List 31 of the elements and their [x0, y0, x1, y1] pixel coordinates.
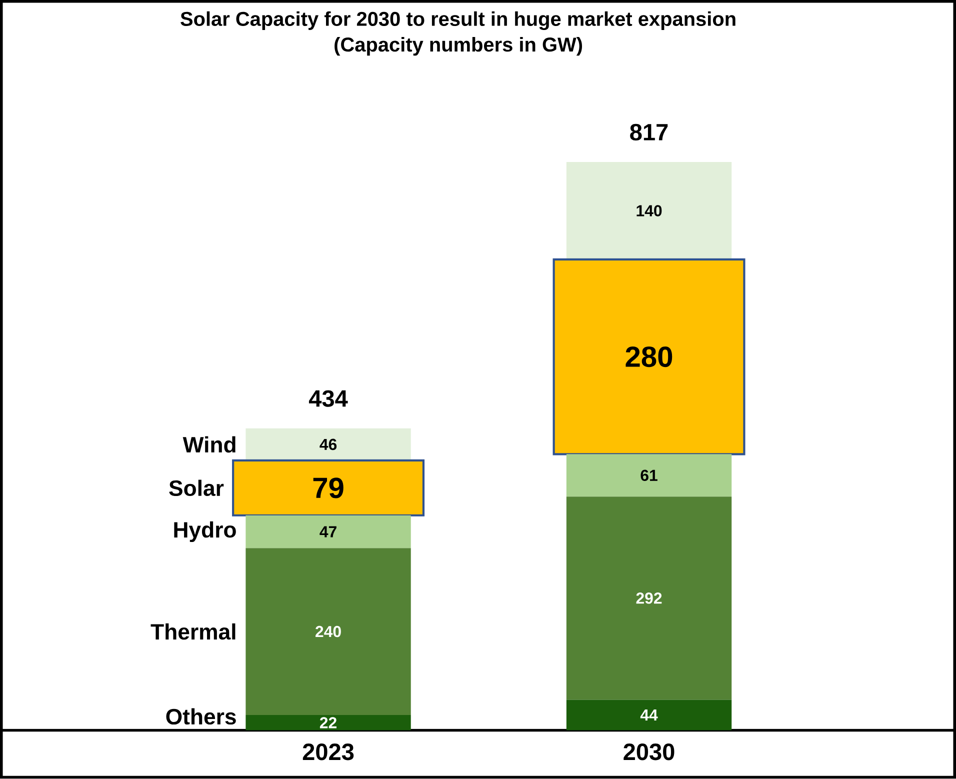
total-label: 434	[308, 390, 348, 408]
bar	[232, 460, 425, 517]
data-label: 47	[320, 526, 336, 538]
bar	[246, 548, 411, 716]
data-label: 46	[320, 438, 337, 450]
bar	[566, 454, 732, 497]
series-label: Wind	[182, 436, 236, 453]
data-label: 280	[626, 346, 672, 368]
chart-title: Solar Capacity for 2030 to result in huge market expansion	[180, 12, 736, 30]
bar	[246, 516, 411, 548]
chart-subtitle: (Capacity numbers in GW)	[334, 37, 582, 56]
x-tick-label: 2030	[624, 744, 674, 760]
series-label: Thermal	[150, 624, 236, 640]
total-label: 817	[630, 124, 668, 141]
series-label: Hydro	[174, 522, 236, 542]
bar	[246, 715, 411, 730]
data-label: 44	[640, 710, 658, 721]
data-label: 79	[313, 478, 344, 498]
data-label: 22	[320, 717, 336, 728]
bar	[552, 258, 746, 456]
data-label: 140	[636, 205, 662, 217]
data-label: 61	[640, 470, 658, 482]
series-label: Others	[166, 708, 236, 725]
data-label: 240	[316, 626, 341, 638]
bar	[566, 162, 732, 260]
x-tick-label: 2023	[302, 744, 354, 760]
series-label: Solar	[169, 480, 224, 496]
data-label: 292	[636, 592, 662, 604]
bar	[246, 428, 411, 461]
bar	[566, 496, 732, 700]
bar	[566, 700, 732, 730]
